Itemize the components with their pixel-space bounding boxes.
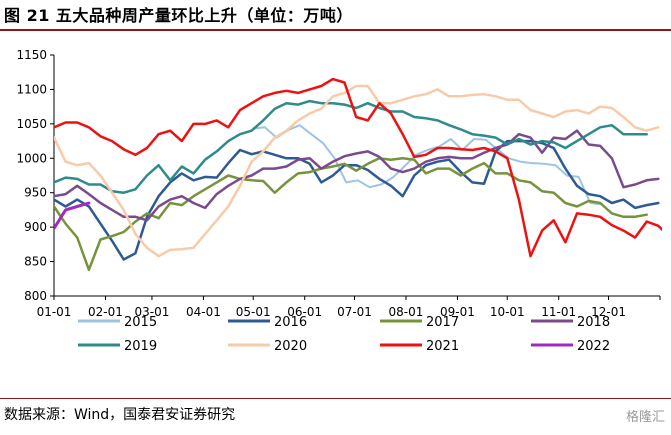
y-tick-label: 850 (24, 255, 47, 269)
source-note: 数据来源：Wind，国泰君安证券研究 (4, 407, 236, 423)
legend-label-2019: 2019 (124, 339, 157, 354)
series-line-2017 (54, 157, 648, 272)
series-lines (54, 77, 662, 272)
legend-label-2020: 2020 (274, 339, 307, 354)
series-line-2018 (54, 129, 660, 222)
series-line-2021 (54, 77, 662, 258)
legend-label-2018: 2018 (577, 315, 610, 330)
axes: 800 850 900 950 1000 1050 1100 1150 01-01 02-01 03… (16, 48, 661, 319)
x-tick-label: 11-01 (541, 305, 576, 319)
source-divider (0, 398, 671, 399)
series-line-2022 (54, 201, 91, 230)
line-chart: 800 850 900 950 1000 1050 1100 1150 01-01 02-01 03… (16, 48, 662, 354)
y-tick-label: 1050 (16, 117, 47, 131)
x-tick-label: 10-01 (490, 305, 525, 319)
x-tick-label: 07-01 (337, 305, 372, 319)
x-tick-label: 04-01 (186, 305, 221, 319)
x-tick-label: 09-01 (440, 305, 475, 319)
x-tick-label: 02-01 (88, 305, 123, 319)
y-tick-label: 900 (24, 220, 47, 234)
legend-label-2015: 2015 (124, 315, 157, 330)
y-tick-label: 950 (24, 186, 47, 200)
x-tick-label: 01-01 (37, 305, 72, 319)
y-tick-label: 1100 (16, 82, 47, 96)
x-tick-label: 05-01 (236, 305, 271, 319)
legend-label-2016: 2016 (274, 315, 307, 330)
x-tick-label: 03-01 (135, 305, 170, 319)
legend-label-2022: 2022 (577, 339, 610, 354)
figure-title: 图 21 五大品种周产量环比上升（单位：万吨） (4, 6, 353, 25)
x-tick-label: 08-01 (389, 305, 424, 319)
watermark-logo: 格隆汇 (625, 410, 665, 425)
series-line-2015 (252, 124, 603, 206)
legend-label-2021: 2021 (426, 339, 459, 354)
title-divider (0, 29, 671, 31)
y-tick-label: 800 (24, 289, 47, 303)
y-tick-label: 1150 (16, 48, 47, 62)
series-line-2019 (54, 99, 648, 194)
series-line-2016 (54, 139, 660, 261)
legend: 2015 2016 2017 2018 2019 2020 2021 2022 (78, 315, 610, 354)
x-tick-label: 06-01 (287, 305, 322, 319)
legend-label-2017: 2017 (426, 315, 459, 330)
series-line-2020 (54, 84, 660, 258)
y-tick-label: 1000 (16, 151, 47, 165)
x-tick-label: 12-01 (591, 305, 626, 319)
